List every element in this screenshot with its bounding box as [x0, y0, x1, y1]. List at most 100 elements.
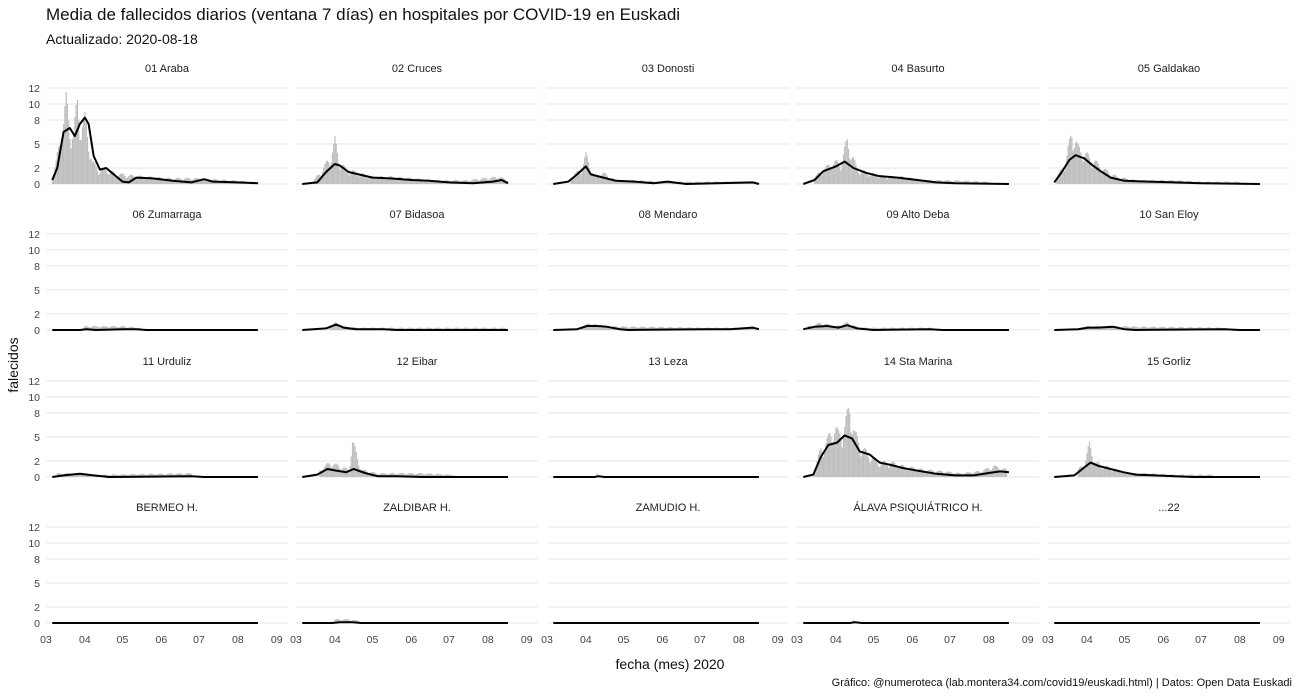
daily-bar [857, 173, 860, 184]
daily-bar [1081, 159, 1083, 184]
daily-bar [1100, 171, 1102, 184]
daily-bar [398, 176, 400, 184]
daily-bar [909, 467, 911, 477]
x-tick-label: 07 [193, 634, 205, 646]
daily-bar [816, 173, 818, 184]
daily-bar [1200, 474, 1202, 477]
daily-bar [85, 122, 87, 184]
daily-bar [412, 179, 414, 184]
daily-bar [1102, 468, 1104, 477]
daily-bar [860, 172, 862, 184]
daily-bar [395, 178, 398, 184]
daily-bar [899, 176, 901, 184]
daily-bar [106, 174, 109, 184]
y-tick-label: 12 [28, 83, 40, 95]
daily-bar [1086, 152, 1088, 184]
daily-bar [879, 467, 881, 477]
daily-bar [1137, 181, 1139, 184]
daily-bar [346, 619, 349, 623]
daily-bar [388, 176, 390, 184]
daily-bar [73, 133, 75, 184]
daily-bar [149, 176, 151, 184]
daily-bar [464, 327, 466, 330]
daily-bar [1106, 169, 1108, 184]
daily-bar [923, 181, 925, 184]
x-tick-label: 09 [271, 634, 283, 646]
daily-bar [423, 180, 425, 184]
daily-bar [584, 157, 586, 184]
daily-bar [864, 447, 866, 477]
daily-bar [384, 178, 386, 184]
daily-bar [1085, 153, 1087, 184]
daily-bar [422, 180, 424, 184]
daily-bar [159, 177, 161, 184]
panel-title: 09 Alto Deba [887, 209, 951, 221]
daily-bar [321, 471, 324, 477]
daily-bar [202, 179, 204, 184]
daily-bar [491, 177, 493, 184]
daily-bar [606, 326, 608, 330]
daily-bar [433, 180, 435, 184]
daily-bar [1197, 474, 1200, 477]
daily-bar [439, 474, 441, 477]
daily-bar [1071, 137, 1073, 184]
panel-title: 08 Mendaro [639, 209, 698, 221]
daily-bar [850, 326, 852, 330]
daily-bar [911, 178, 914, 184]
daily-bar [484, 327, 487, 330]
daily-bar [819, 450, 821, 477]
daily-bar [1076, 141, 1078, 184]
daily-bar [668, 181, 670, 184]
daily-bar [1171, 326, 1173, 330]
daily-bar [493, 327, 495, 330]
daily-bar [854, 431, 856, 477]
daily-bar [123, 326, 125, 330]
y-tick-label: 10 [28, 99, 40, 111]
daily-bar [419, 473, 421, 477]
daily-bar [867, 457, 870, 477]
daily-bar [831, 442, 833, 477]
daily-bar [159, 473, 161, 477]
daily-bar [895, 465, 897, 477]
daily-bar [830, 436, 832, 477]
daily-bar [358, 176, 360, 184]
daily-bar [410, 327, 413, 330]
daily-bar [360, 470, 362, 477]
daily-bar [86, 326, 89, 330]
daily-bar [1151, 326, 1153, 330]
panel-title: 05 Galdakao [1138, 63, 1200, 75]
daily-bar [383, 473, 385, 477]
daily-bar [454, 327, 456, 330]
daily-bar [343, 164, 345, 184]
daily-bar [849, 325, 851, 330]
daily-bar [472, 327, 474, 330]
daily-bar [403, 473, 405, 477]
daily-bar [881, 462, 883, 477]
daily-bar [414, 179, 416, 184]
daily-bar [572, 176, 575, 184]
daily-bar [1081, 466, 1083, 477]
daily-bar [154, 179, 156, 184]
daily-bar [420, 327, 423, 330]
daily-bar [840, 326, 842, 330]
daily-bar [158, 177, 160, 184]
daily-bar [63, 124, 65, 184]
avg7-line [802, 160, 1009, 185]
panel-title: ...22 [1158, 502, 1179, 514]
daily-bar [919, 179, 921, 184]
daily-bar [350, 171, 352, 184]
daily-bar [630, 326, 632, 330]
daily-bar [1108, 326, 1111, 330]
daily-bar [577, 170, 580, 184]
daily-bar [1101, 172, 1103, 184]
daily-bar [622, 326, 625, 330]
daily-bar [179, 473, 181, 477]
daily-bar [826, 438, 828, 477]
daily-bar [403, 179, 405, 184]
daily-bars [1077, 441, 1213, 477]
daily-bar [611, 178, 613, 184]
daily-bar [575, 172, 577, 184]
daily-bar [172, 179, 174, 184]
daily-bar [383, 177, 385, 184]
x-tick-label: 08 [733, 634, 745, 646]
